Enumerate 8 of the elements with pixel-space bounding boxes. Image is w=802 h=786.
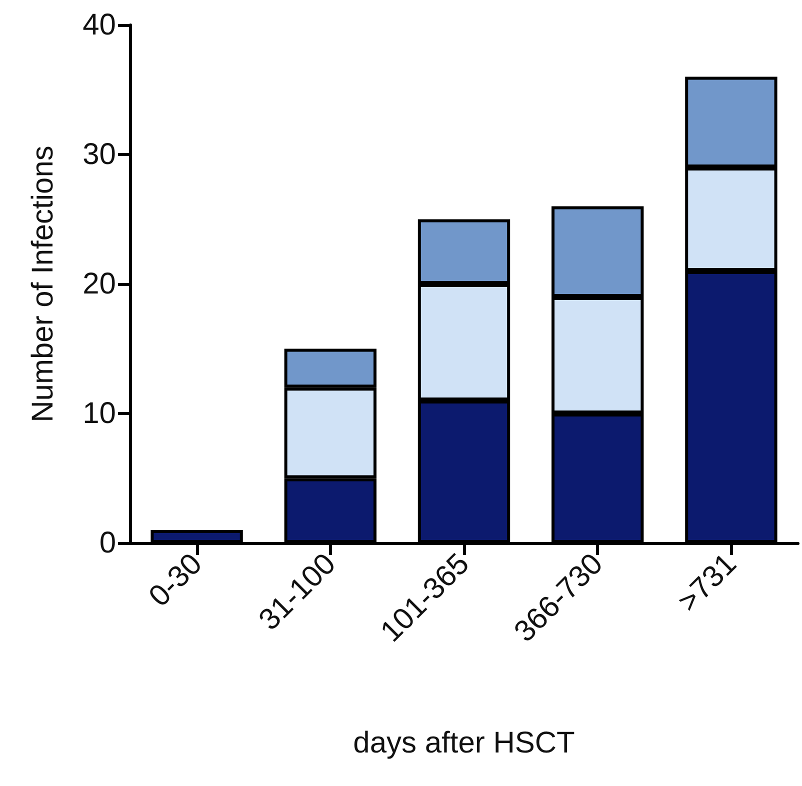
x-axis-title: days after HSCT xyxy=(353,726,575,760)
y-tick-label: 30 xyxy=(82,138,116,171)
y-tick-label: 20 xyxy=(82,268,116,300)
x-tick-label: 0-30 xyxy=(142,547,208,614)
y-tick-label: 10 xyxy=(82,397,116,430)
y-tick-label: 40 xyxy=(82,8,116,42)
y-tick-label: 0 xyxy=(99,526,116,560)
y-axis-title: Number of Infections xyxy=(26,146,60,422)
